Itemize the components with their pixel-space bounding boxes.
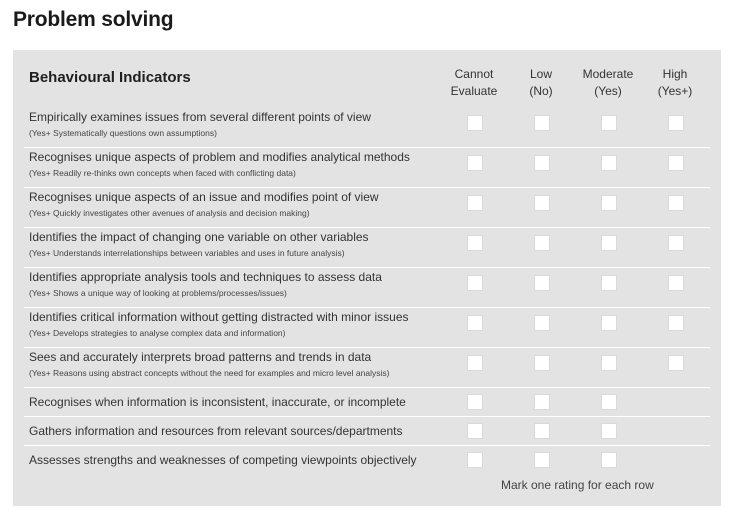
indicator-text: Gathers information and resources from r… bbox=[29, 424, 403, 438]
indicator-text: Sees and accurately interprets broad pat… bbox=[29, 350, 372, 364]
indicator-row: Assesses strengths and weaknesses of com… bbox=[24, 445, 710, 474]
indicator-row: Recognises unique aspects of an issue an… bbox=[24, 187, 710, 228]
rating-checkbox-high[interactable] bbox=[668, 235, 684, 251]
rating-checkbox-low[interactable] bbox=[534, 115, 550, 131]
rating-checkbox-cannot-evaluate[interactable] bbox=[467, 315, 483, 331]
indicator-subtext: (Yes+ Quickly investigates other avenues… bbox=[29, 208, 310, 218]
rating-checkbox-low[interactable] bbox=[534, 155, 550, 171]
indicator-row: Identifies the impact of changing one va… bbox=[24, 227, 710, 268]
indicator-subtext: (Yes+ Develops strategies to analyse com… bbox=[29, 328, 286, 338]
rating-checkbox-moderate[interactable] bbox=[601, 155, 617, 171]
indicator-row: Recognises unique aspects of problem and… bbox=[24, 147, 710, 188]
indicator-text: Empirically examines issues from several… bbox=[29, 110, 371, 124]
rating-checkbox-cannot-evaluate[interactable] bbox=[467, 275, 483, 291]
rating-checkbox-cannot-evaluate[interactable] bbox=[467, 452, 483, 468]
rating-checkbox-moderate[interactable] bbox=[601, 315, 617, 331]
indicator-row: Recognises when information is inconsist… bbox=[24, 387, 710, 417]
footer-note: Mark one rating for each row bbox=[501, 478, 654, 492]
rating-checkbox-low[interactable] bbox=[534, 452, 550, 468]
page-title: Problem solving bbox=[13, 8, 174, 31]
indicator-text: Identifies appropriate analysis tools an… bbox=[29, 270, 382, 284]
indicator-row: Identifies appropriate analysis tools an… bbox=[24, 267, 710, 308]
rating-checkbox-moderate[interactable] bbox=[601, 423, 617, 439]
rating-checkbox-low[interactable] bbox=[534, 195, 550, 211]
rating-checkbox-low[interactable] bbox=[534, 423, 550, 439]
rating-checkbox-moderate[interactable] bbox=[601, 394, 617, 410]
indicator-text: Recognises when information is inconsist… bbox=[29, 395, 406, 409]
indicator-subtext: (Yes+ Reasons using abstract concepts wi… bbox=[29, 368, 390, 378]
indicator-text: Identifies critical information without … bbox=[29, 310, 409, 324]
column-low: Low (No) bbox=[529, 67, 553, 98]
rating-checkbox-moderate[interactable] bbox=[601, 355, 617, 371]
rating-checkbox-cannot-evaluate[interactable] bbox=[467, 394, 483, 410]
indicator-text: Recognises unique aspects of an issue an… bbox=[29, 190, 379, 204]
indicator-text: Identifies the impact of changing one va… bbox=[29, 230, 369, 244]
rating-checkbox-high[interactable] bbox=[668, 315, 684, 331]
indicator-row: Empirically examines issues from several… bbox=[24, 107, 710, 148]
indicator-text: Recognises unique aspects of problem and… bbox=[29, 150, 410, 164]
rating-checkbox-high[interactable] bbox=[668, 355, 684, 371]
rating-checkbox-moderate[interactable] bbox=[601, 195, 617, 211]
rating-checkbox-cannot-evaluate[interactable] bbox=[467, 195, 483, 211]
rating-checkbox-moderate[interactable] bbox=[601, 115, 617, 131]
indicator-subtext: (Yes+ Understands interrelationships bet… bbox=[29, 248, 345, 258]
indicator-row: Identifies critical information without … bbox=[24, 307, 710, 348]
rating-checkbox-moderate[interactable] bbox=[601, 275, 617, 291]
column-cannot-evaluate: Cannot Evaluate bbox=[450, 67, 498, 98]
indicator-subtext: (Yes+ Readily re-thinks own concepts whe… bbox=[29, 168, 296, 178]
indicator-text: Assesses strengths and weaknesses of com… bbox=[29, 453, 417, 467]
rating-panel: Behavioural Indicators Cannot Evaluate Lo… bbox=[13, 50, 721, 506]
rating-checkbox-moderate[interactable] bbox=[601, 452, 617, 468]
rating-checkbox-cannot-evaluate[interactable] bbox=[467, 115, 483, 131]
rating-checkbox-low[interactable] bbox=[534, 235, 550, 251]
rating-checkbox-high[interactable] bbox=[668, 155, 684, 171]
indicator-subtext: (Yes+ Shows a unique way of looking at p… bbox=[29, 288, 287, 298]
rating-checkbox-low[interactable] bbox=[534, 315, 550, 331]
rating-checkbox-low[interactable] bbox=[534, 394, 550, 410]
rating-checkbox-cannot-evaluate[interactable] bbox=[467, 423, 483, 439]
column-high: High (Yes+) bbox=[657, 67, 693, 98]
rating-checkbox-low[interactable] bbox=[534, 275, 550, 291]
rating-checkbox-cannot-evaluate[interactable] bbox=[467, 235, 483, 251]
column-moderate: Moderate (Yes) bbox=[582, 67, 634, 98]
rating-checkbox-high[interactable] bbox=[668, 115, 684, 131]
indicator-row: Sees and accurately interprets broad pat… bbox=[24, 347, 710, 388]
rating-checkbox-low[interactable] bbox=[534, 355, 550, 371]
rating-checkbox-high[interactable] bbox=[668, 195, 684, 211]
indicator-row: Gathers information and resources from r… bbox=[24, 416, 710, 446]
rating-checkbox-high[interactable] bbox=[668, 275, 684, 291]
indicators-header: Behavioural Indicators bbox=[29, 69, 191, 86]
rating-checkbox-moderate[interactable] bbox=[601, 235, 617, 251]
indicator-subtext: (Yes+ Systematically questions own assum… bbox=[29, 128, 217, 138]
rating-checkbox-cannot-evaluate[interactable] bbox=[467, 355, 483, 371]
rating-checkbox-cannot-evaluate[interactable] bbox=[467, 155, 483, 171]
